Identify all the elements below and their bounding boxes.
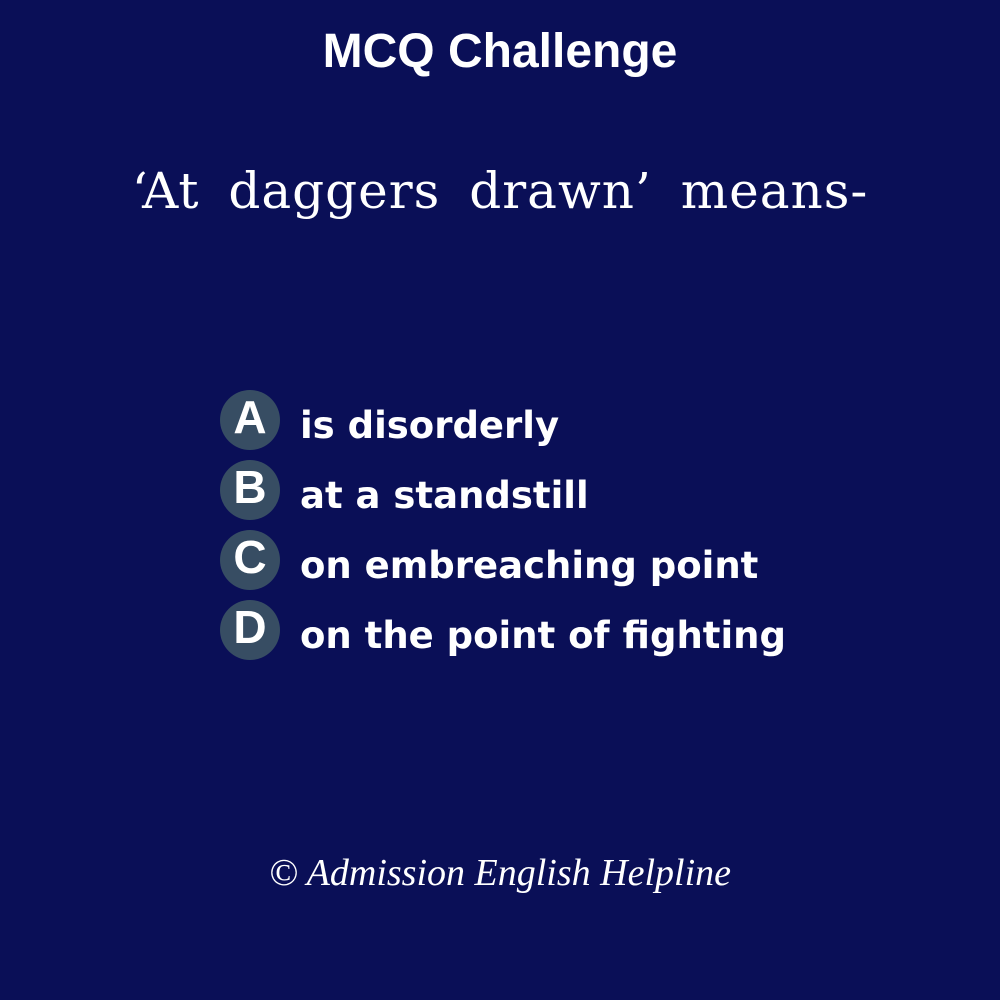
option-b[interactable]: B at a standstill xyxy=(220,460,920,520)
answer-options: A is disorderly B at a standstill C on e… xyxy=(220,390,920,670)
option-a-text: is disorderly xyxy=(300,404,560,447)
option-c[interactable]: C on embreaching point xyxy=(220,530,920,590)
option-b-letter: B xyxy=(233,461,267,513)
option-d-letter: D xyxy=(233,601,267,653)
option-c-badge: C xyxy=(220,530,280,590)
option-b-text: at a standstill xyxy=(300,474,589,517)
option-d[interactable]: D on the point of fighting xyxy=(220,600,920,660)
copyright-footer: © Admission English Helpline xyxy=(269,852,731,894)
option-b-badge: B xyxy=(220,460,280,520)
option-c-letter: C xyxy=(233,531,267,583)
option-a-badge: A xyxy=(220,390,280,450)
page-title: MCQ Challenge xyxy=(322,25,678,78)
option-a[interactable]: A is disorderly xyxy=(220,390,920,450)
question-text: ‘At daggers drawn’ means- xyxy=(131,162,869,220)
option-d-text: on the point of fighting xyxy=(300,614,786,657)
option-d-badge: D xyxy=(220,600,280,660)
option-a-letter: A xyxy=(233,391,267,443)
option-c-text: on embreaching point xyxy=(300,544,759,587)
